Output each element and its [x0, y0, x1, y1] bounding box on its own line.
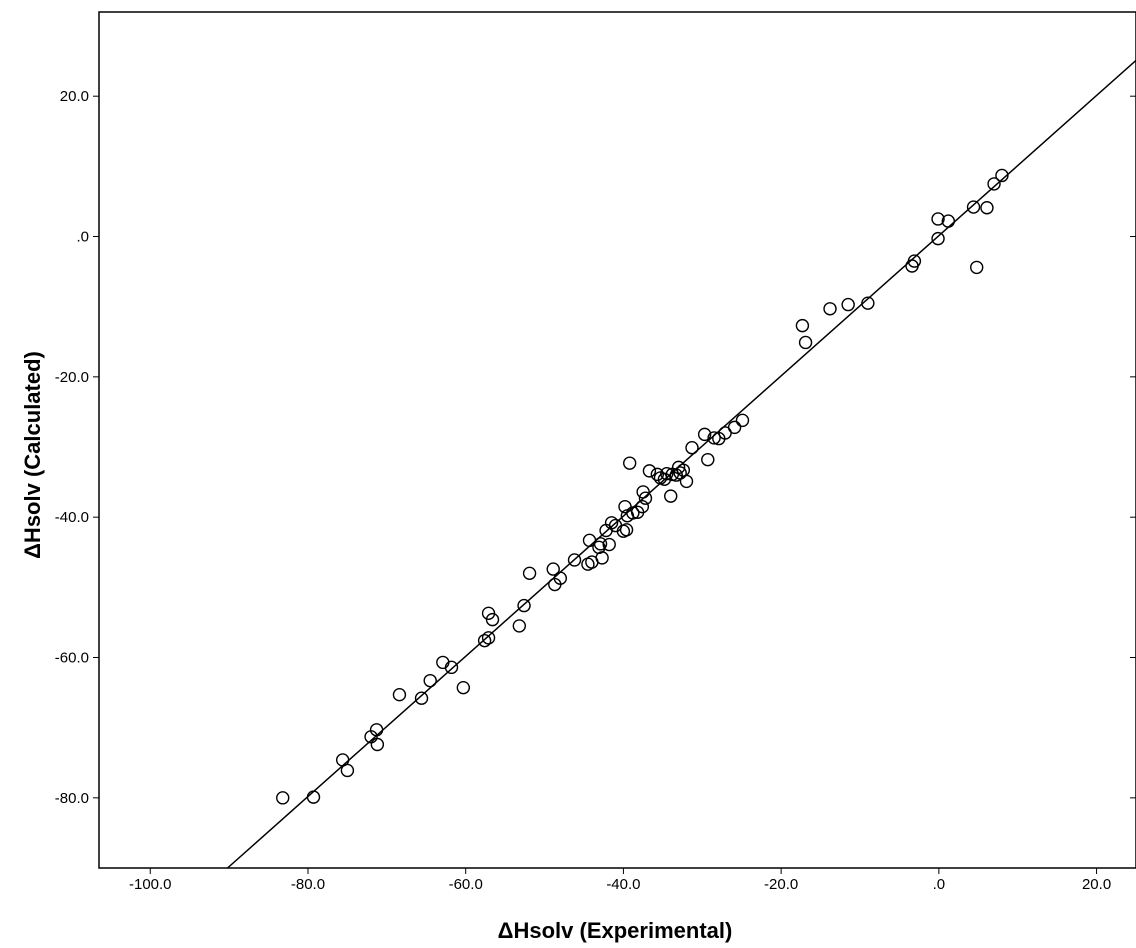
y-tick-label: -60.0 [55, 650, 89, 667]
y-tick-label: -20.0 [55, 369, 89, 386]
data-point [679, 474, 694, 489]
plot-frame [98, 11, 1136, 869]
data-point [306, 790, 321, 804]
data-point [907, 254, 922, 268]
data-point [392, 687, 407, 702]
x-tick-label: 20.0 [1082, 876, 1111, 893]
x-tick-label: -40.0 [606, 876, 640, 893]
data-point [602, 537, 616, 552]
data-point [995, 168, 1009, 183]
data-point [664, 489, 678, 503]
data-point [642, 464, 657, 478]
data-point [477, 633, 492, 648]
data-point [798, 335, 813, 350]
data-point [980, 201, 994, 215]
data-point [697, 427, 712, 442]
data-point [650, 467, 665, 482]
data-point [685, 441, 699, 455]
data-point [604, 516, 619, 530]
data-point [635, 499, 650, 514]
data-point [512, 619, 527, 633]
y-tick-label: 20.0 [60, 88, 89, 105]
data-point [707, 431, 721, 445]
data-point [593, 537, 608, 551]
x-tick-label: -100.0 [129, 876, 172, 893]
y-axis-title: ΔHsolv (Calculated) [20, 351, 45, 559]
plot-area [227, 59, 1136, 869]
data-point [795, 318, 810, 333]
y-axis: -80.0 -60.0 -40.0 -20.0 .0 20.0 [55, 88, 1136, 807]
data-point [735, 413, 750, 428]
data-point [636, 485, 650, 499]
data-point [966, 200, 981, 214]
data-point [517, 598, 531, 613]
data-point [370, 737, 385, 752]
data-point [553, 571, 568, 585]
y-tick-label: -80.0 [55, 790, 89, 807]
data-point [931, 212, 945, 226]
data-point [522, 566, 537, 581]
x-axis: -100.0 -80.0 -60.0 -40.0 -20.0 .0 20.0 [129, 868, 1111, 893]
data-point [861, 296, 875, 310]
data-point [673, 466, 687, 480]
data-point [456, 680, 471, 695]
data-point [414, 691, 429, 705]
data-point [546, 562, 560, 576]
data-point [727, 420, 742, 435]
data-point [701, 452, 715, 467]
data-point [626, 506, 640, 520]
data-point [340, 763, 355, 778]
data-point [638, 491, 653, 505]
y-tick-label: .0 [76, 229, 89, 246]
data-point [660, 466, 674, 481]
data-point [444, 660, 459, 675]
data-point [608, 518, 623, 533]
y-tick-label: -40.0 [55, 509, 89, 526]
data-point [941, 214, 956, 228]
data-point [485, 612, 500, 627]
data-point [595, 551, 609, 565]
data-point [481, 631, 496, 645]
data-point [423, 673, 437, 688]
x-tick-label: -80.0 [291, 876, 325, 893]
data-point [369, 723, 384, 737]
data-point [567, 553, 582, 567]
x-axis-title: ΔHsolv (Experimental) [498, 918, 733, 943]
data-point [623, 456, 637, 470]
data-point [823, 302, 837, 316]
data-point [931, 231, 945, 246]
x-tick-label: -20.0 [764, 876, 798, 893]
data-point [987, 177, 1001, 191]
data-point [619, 523, 634, 537]
data-point [970, 260, 984, 275]
data-point [841, 297, 855, 312]
x-tick-label: .0 [933, 876, 946, 893]
x-tick-label: -60.0 [449, 876, 483, 893]
data-point [276, 791, 290, 805]
